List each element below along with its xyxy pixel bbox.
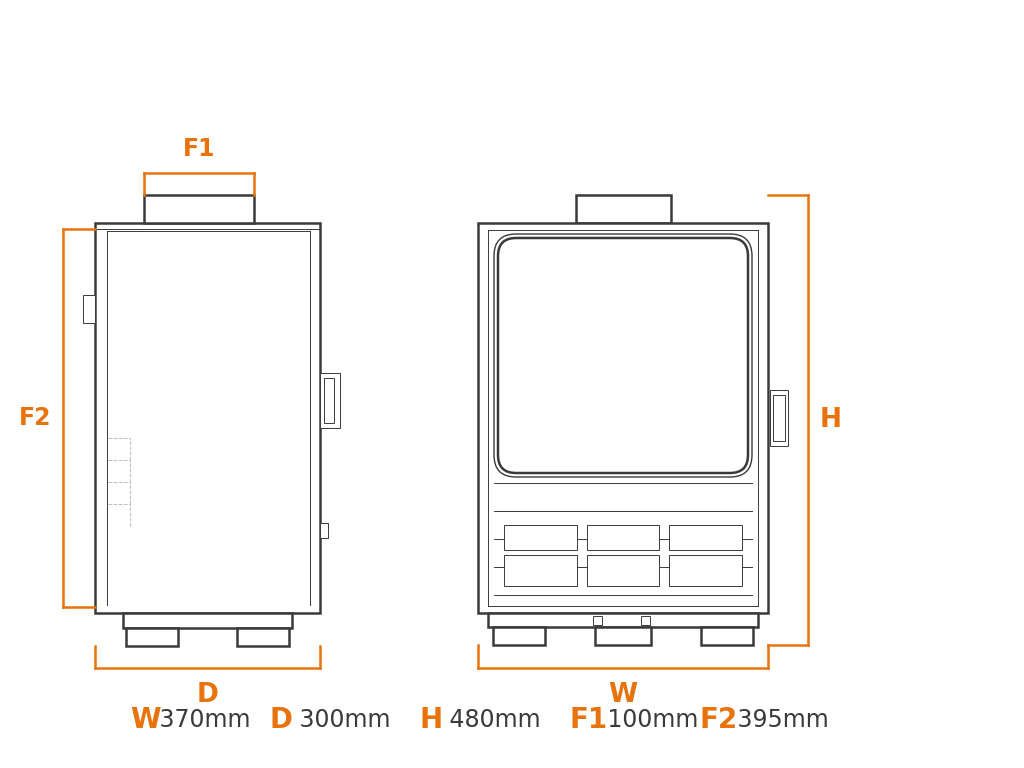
Text: 370mm: 370mm bbox=[152, 708, 251, 732]
Text: W: W bbox=[608, 682, 638, 708]
Bar bbox=[95, 223, 319, 613]
Bar bbox=[324, 378, 334, 423]
Text: W: W bbox=[130, 706, 161, 734]
Text: H: H bbox=[820, 407, 842, 433]
FancyBboxPatch shape bbox=[498, 238, 748, 473]
Bar bbox=[641, 615, 650, 624]
Bar bbox=[773, 395, 785, 441]
Text: F2: F2 bbox=[700, 706, 738, 734]
Bar bbox=[478, 223, 768, 613]
Bar bbox=[319, 373, 340, 428]
Bar bbox=[237, 628, 289, 646]
Bar bbox=[319, 523, 328, 538]
Text: F2: F2 bbox=[18, 406, 51, 430]
Text: D: D bbox=[197, 682, 218, 708]
Bar bbox=[488, 613, 758, 627]
Text: 480mm: 480mm bbox=[442, 708, 541, 732]
Bar bbox=[144, 195, 254, 223]
Bar bbox=[123, 613, 292, 628]
Bar bbox=[493, 627, 545, 645]
Bar bbox=[593, 615, 602, 624]
Bar bbox=[595, 627, 651, 645]
Bar bbox=[587, 525, 659, 550]
Text: F1: F1 bbox=[182, 137, 215, 161]
Text: F1: F1 bbox=[570, 706, 608, 734]
Text: D: D bbox=[270, 706, 293, 734]
Bar bbox=[587, 554, 659, 586]
Bar bbox=[670, 525, 742, 550]
Bar bbox=[770, 390, 788, 446]
Bar bbox=[126, 628, 178, 646]
Bar bbox=[701, 627, 753, 645]
Bar bbox=[575, 195, 671, 223]
Text: 300mm: 300mm bbox=[292, 708, 390, 732]
Text: 395mm: 395mm bbox=[730, 708, 828, 732]
Bar bbox=[504, 554, 577, 586]
Bar bbox=[83, 295, 95, 323]
Bar bbox=[504, 525, 577, 550]
FancyBboxPatch shape bbox=[494, 234, 752, 477]
Bar bbox=[670, 554, 742, 586]
Text: 100mm: 100mm bbox=[600, 708, 698, 732]
Text: H: H bbox=[420, 706, 443, 734]
